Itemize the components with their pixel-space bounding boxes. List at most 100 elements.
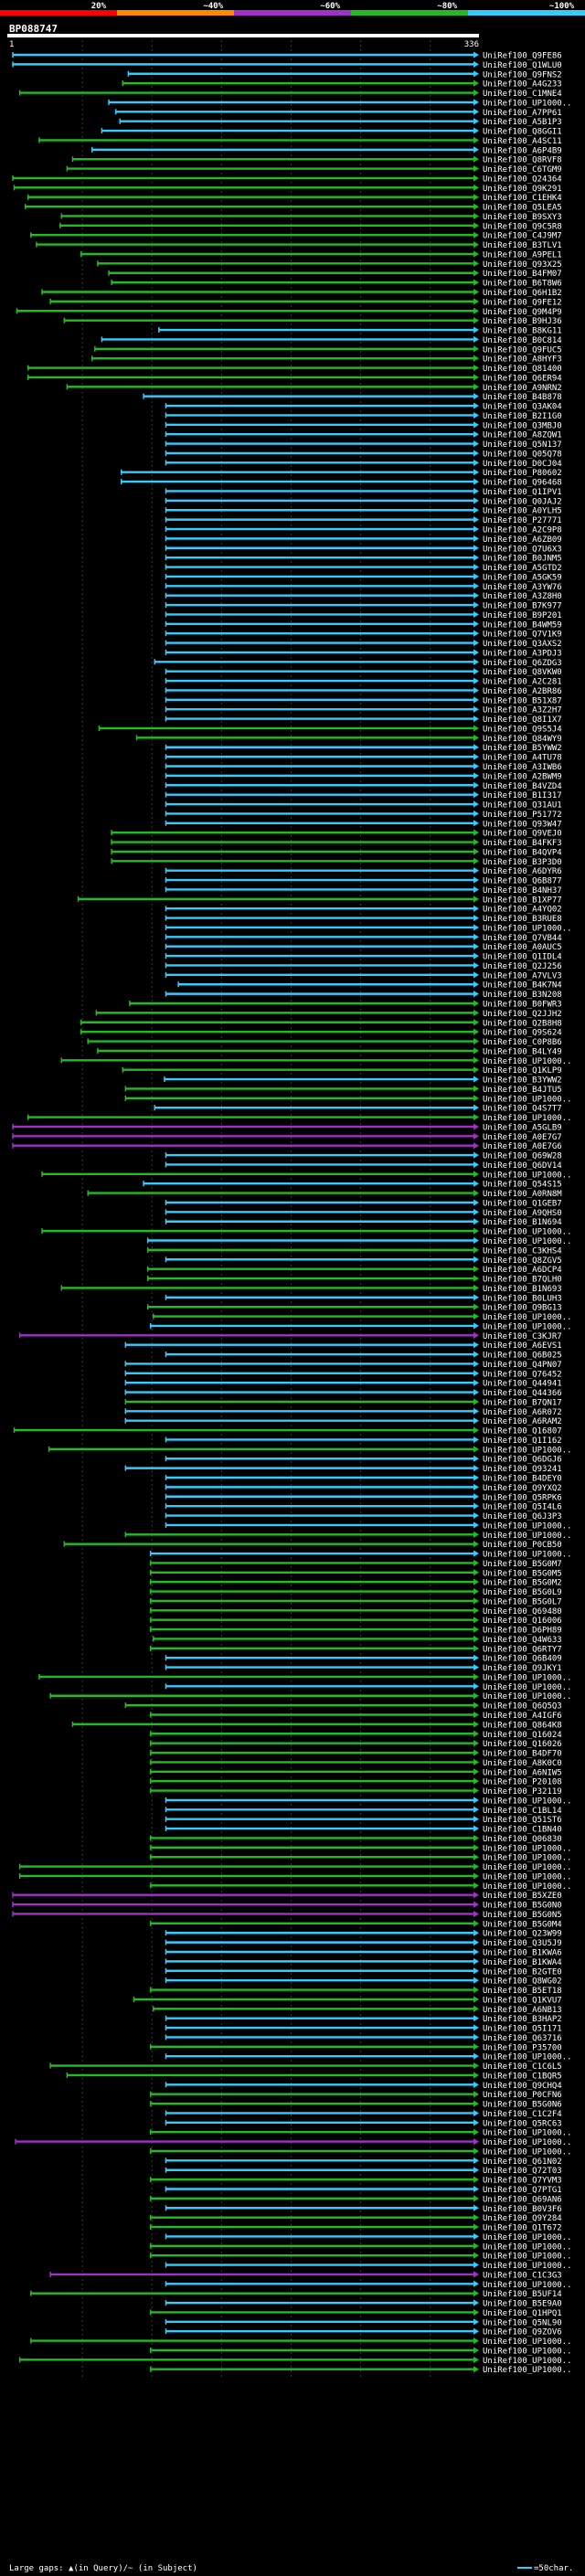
hit-name: UniRef100_UP1000.. — [483, 1854, 572, 1863]
hit-name: UniRef100_UP1000.. — [483, 99, 572, 108]
hit-arrow-icon — [473, 1977, 479, 1984]
hit-arrow-icon — [473, 1853, 479, 1860]
hit-name: UniRef100_A6ZB09 — [483, 535, 562, 545]
hit-name: UniRef100_Q9VEJ0 — [483, 830, 562, 839]
hit-arrow-icon — [473, 250, 479, 258]
hit-arrow-icon — [473, 298, 479, 305]
hit-name: UniRef100_UP1000.. — [483, 1237, 572, 1246]
hit-arrow-icon — [473, 1948, 479, 1956]
hit-name: UniRef100_Q1KVU7 — [483, 1996, 562, 2005]
hit-arrow-icon — [473, 118, 479, 125]
hit-arrow-icon — [473, 1749, 479, 1756]
hit-arrow-icon — [473, 2157, 479, 2164]
hit-name: UniRef100_Q7VB44 — [483, 934, 562, 943]
hit-arrow-icon — [473, 80, 479, 87]
hit-name: UniRef100_B51X87 — [483, 696, 562, 705]
hit-arrow-icon — [473, 2147, 479, 2155]
hit-arrow-icon — [473, 497, 479, 504]
hit-arrow-icon — [473, 716, 479, 723]
hit-name: UniRef100_A4YQ02 — [483, 906, 562, 915]
hit-name: UniRef100_A7VLV3 — [483, 971, 562, 981]
hit-arrow-icon — [473, 725, 479, 732]
hit-arrow-icon — [473, 1521, 479, 1529]
hit-name: UniRef100_Q7U6X3 — [483, 545, 562, 554]
hit-name: UniRef100_B0LUH3 — [483, 1294, 562, 1303]
hit-name: UniRef100_C3KJR7 — [483, 1332, 562, 1341]
hit-arrow-icon — [473, 2119, 479, 2126]
hit-arrow-icon — [473, 696, 479, 704]
hit-name: UniRef100_B5G0L7 — [483, 1597, 562, 1606]
hit-name: UniRef100_Q9S5J4 — [483, 725, 562, 734]
hit-arrow-icon — [473, 1038, 479, 1045]
hit-arrow-icon — [473, 991, 479, 998]
hit-arrow-icon — [473, 848, 479, 855]
hit-arrow-icon — [473, 1085, 479, 1092]
hit-arrow-icon — [473, 1284, 479, 1291]
hit-arrow-icon — [473, 289, 479, 295]
hit-arrow-icon — [473, 2223, 479, 2231]
hit-name: UniRef100_C1EHK4 — [483, 194, 562, 203]
hit-name: UniRef100_UP1000.. — [483, 1171, 572, 1180]
hit-arrow-icon — [473, 184, 479, 191]
hit-name: UniRef100_Q69W28 — [483, 1152, 562, 1161]
hit-name: UniRef100_Q1HPQ1 — [483, 2309, 562, 2318]
hit-arrow-icon — [473, 1151, 479, 1159]
hit-arrow-icon — [473, 810, 479, 817]
hit-arrow-icon — [473, 1929, 479, 1936]
hit-arrow-icon — [473, 231, 479, 239]
hit-arrow-icon — [473, 981, 479, 988]
hit-arrow-icon — [473, 1227, 479, 1235]
hit-name: UniRef100_Q8VKW0 — [483, 668, 562, 677]
hit-arrow-icon — [473, 2204, 479, 2211]
hit-name: UniRef100_B5G0N6 — [483, 2101, 562, 2110]
hit-name: UniRef100_Q7YVM3 — [483, 2177, 562, 2186]
hit-arrow-icon — [473, 1446, 479, 1453]
hit-arrow-icon — [473, 345, 479, 353]
hit-name: UniRef100_Q44941 — [483, 1380, 562, 1389]
hit-name: UniRef100_Q05Q78 — [483, 450, 562, 459]
hit-arrow-icon — [473, 1000, 479, 1007]
hit-name: UniRef100_UP1000.. — [483, 1313, 572, 1322]
hit-arrow-icon — [473, 421, 479, 429]
hit-arrow-icon — [473, 2138, 479, 2146]
hit-name: UniRef100_A4G233 — [483, 80, 562, 90]
hit-arrow-icon — [473, 1161, 479, 1168]
hit-arrow-icon — [473, 1028, 479, 1035]
hit-name: UniRef100_Q16807 — [483, 1427, 562, 1436]
hit-name: UniRef100_Q3MBJ0 — [483, 421, 562, 430]
hit-name: UniRef100_P80602 — [483, 469, 562, 478]
hit-name: UniRef100_B8KG11 — [483, 327, 562, 336]
hit-name: UniRef100_UP1000.. — [483, 2281, 572, 2290]
hit-arrow-icon — [473, 1123, 479, 1130]
hit-arrow-icon — [473, 1910, 479, 1917]
hit-name: UniRef100_A9NRN2 — [483, 384, 562, 393]
hit-name: UniRef100_Q9Y284 — [483, 2214, 562, 2223]
hit-name: UniRef100_Q7V1K9 — [483, 631, 562, 640]
hit-arrow-icon — [473, 1237, 479, 1244]
hit-arrow-icon — [473, 592, 479, 599]
hit-arrow-icon — [473, 952, 479, 959]
hit-arrow-icon — [473, 867, 479, 875]
hit-name: UniRef100_C4J9M7 — [483, 232, 562, 241]
hit-arrow-icon — [473, 601, 479, 609]
scale-tick-label: ~80% — [437, 2, 457, 11]
hit-arrow-icon — [473, 136, 479, 143]
hit-arrow-icon — [473, 146, 479, 154]
hit-name: UniRef100_Q84WY9 — [483, 735, 562, 744]
hit-arrow-icon — [473, 1389, 479, 1396]
hit-name: UniRef100_B3TLV1 — [483, 241, 562, 250]
hit-name: UniRef100_Q6ZDG3 — [483, 659, 562, 668]
hit-arrow-icon — [473, 876, 479, 884]
hit-name: UniRef100_Q8RVF8 — [483, 156, 562, 165]
hit-arrow-icon — [473, 686, 479, 694]
hit-name: UniRef100_Q63716 — [483, 2034, 562, 2043]
hit-name: UniRef100_A6P4B9 — [483, 146, 562, 155]
hit-name: UniRef100_B4NH37 — [483, 886, 562, 896]
hit-name: UniRef100_Q6B877 — [483, 877, 562, 886]
hit-arrow-icon — [473, 2033, 479, 2041]
hit-arrow-icon — [473, 2052, 479, 2060]
hit-name: UniRef100_B5G0M4 — [483, 1920, 562, 1929]
hit-arrow-icon — [473, 791, 479, 799]
hit-name: UniRef100_A6R072 — [483, 1408, 562, 1417]
hit-arrow-icon — [473, 1294, 479, 1301]
